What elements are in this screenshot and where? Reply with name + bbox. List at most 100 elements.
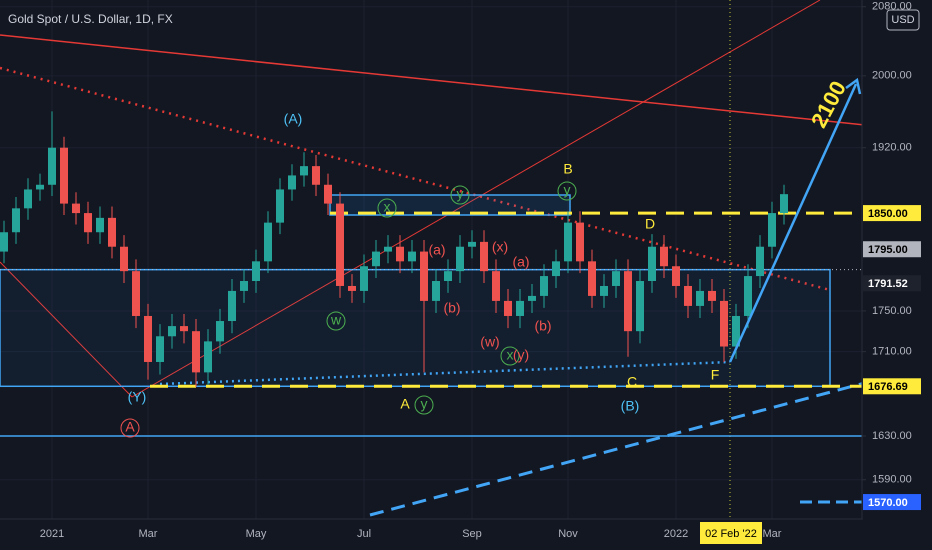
wave-label: A xyxy=(400,396,410,412)
candle-body xyxy=(312,166,320,185)
candle-body xyxy=(516,300,524,316)
candle-body xyxy=(624,271,632,332)
chart-title: Gold Spot / U.S. Dollar, 1D, FX xyxy=(8,12,173,26)
candle-body xyxy=(756,246,764,277)
candle-body xyxy=(204,341,212,373)
price-label: 1570.00 xyxy=(868,497,908,509)
wave-label: (b) xyxy=(443,300,460,316)
x-tick-label: 2021 xyxy=(40,528,64,540)
wave-label: F xyxy=(711,367,720,383)
currency[interactable]: USD xyxy=(891,14,914,26)
candle-body xyxy=(384,246,392,252)
candle-body xyxy=(396,246,404,262)
candle-body xyxy=(48,147,56,185)
price-label-box xyxy=(863,494,921,511)
trend-line xyxy=(369,363,932,517)
candle-body xyxy=(780,194,788,214)
candle-body xyxy=(444,271,452,282)
candle-body xyxy=(348,285,356,291)
x-tick-label: 2022 xyxy=(664,528,688,540)
price-label-box xyxy=(863,205,921,222)
trend-line xyxy=(0,34,932,133)
wave-circle xyxy=(557,181,577,201)
candle-body xyxy=(180,326,188,332)
y-tick-label: 1630.00 xyxy=(872,430,912,442)
candle-body xyxy=(504,300,512,316)
candle-body xyxy=(492,271,500,301)
wave-label: (y) xyxy=(513,347,529,363)
wave-circle xyxy=(414,395,434,415)
candle-body xyxy=(36,184,44,190)
candle-body xyxy=(696,290,704,306)
wave-label: y xyxy=(564,182,571,198)
price-label: 1795.00 xyxy=(868,244,908,256)
crosshair-box xyxy=(700,522,762,544)
candle-body xyxy=(324,184,332,204)
candle-body xyxy=(708,290,716,301)
candle-body xyxy=(84,213,92,233)
candle-body xyxy=(132,271,140,316)
wave-circle xyxy=(326,311,346,331)
wave-circle xyxy=(120,418,140,438)
candle-body xyxy=(636,281,644,332)
x-tick-label: Mar xyxy=(763,528,782,540)
candle-body xyxy=(360,266,368,291)
trend-line xyxy=(0,261,133,398)
candle-body xyxy=(228,290,236,322)
candle-body xyxy=(528,295,536,301)
candle-body xyxy=(648,246,656,282)
candle-body xyxy=(120,246,128,272)
x-tick-label: Mar xyxy=(139,528,158,540)
wave-label: (w) xyxy=(480,334,499,350)
x-tick-label: Jul xyxy=(357,528,371,540)
candle-body xyxy=(300,166,308,176)
candle-body xyxy=(12,208,20,233)
trend-line xyxy=(728,83,858,363)
y-tick-label: 1750.00 xyxy=(872,305,912,317)
trend-line xyxy=(0,66,831,292)
wave-label: (Y) xyxy=(128,389,147,405)
candle-body xyxy=(660,246,668,267)
price-label-box xyxy=(863,378,921,395)
candle-body xyxy=(336,203,344,286)
candle-body xyxy=(732,315,740,347)
candle-body xyxy=(420,251,428,301)
y-tick-label: 1590.00 xyxy=(872,474,912,486)
wave-circle xyxy=(500,346,520,366)
price-label-box xyxy=(863,241,921,258)
wave-label: (a) xyxy=(428,242,445,258)
candle-body xyxy=(540,276,548,296)
candle-body xyxy=(672,266,680,286)
candle-body xyxy=(264,222,272,262)
currency-box[interactable] xyxy=(886,9,920,31)
arrow-head xyxy=(845,77,862,95)
candle-body xyxy=(468,241,476,247)
candle-body xyxy=(372,251,380,267)
candle-body xyxy=(72,203,80,214)
candle-body xyxy=(768,213,776,247)
candle-body xyxy=(552,261,560,277)
price-label: 1850.00 xyxy=(868,208,908,220)
y-tick-label: 2080.00 xyxy=(872,1,912,13)
candle-body xyxy=(432,281,440,301)
y-tick-label: 2000.00 xyxy=(872,70,912,82)
candle-body xyxy=(564,222,572,262)
crosshair-label: 02 Feb '22 xyxy=(705,528,757,540)
price-label-box xyxy=(863,275,921,292)
wave-label: D xyxy=(645,216,655,232)
wave-label: (x) xyxy=(492,239,508,255)
trend-line xyxy=(131,0,821,398)
candle-body xyxy=(192,331,200,373)
candle-body xyxy=(288,175,296,190)
candle-body xyxy=(576,222,584,262)
candle-body xyxy=(684,285,692,306)
candle-body xyxy=(600,285,608,296)
wave-label: y xyxy=(421,396,428,412)
wave-label: C xyxy=(627,374,637,390)
candle-body xyxy=(744,276,752,316)
candle-body xyxy=(108,217,116,247)
candle-body xyxy=(144,315,152,362)
candle-body xyxy=(588,261,596,296)
